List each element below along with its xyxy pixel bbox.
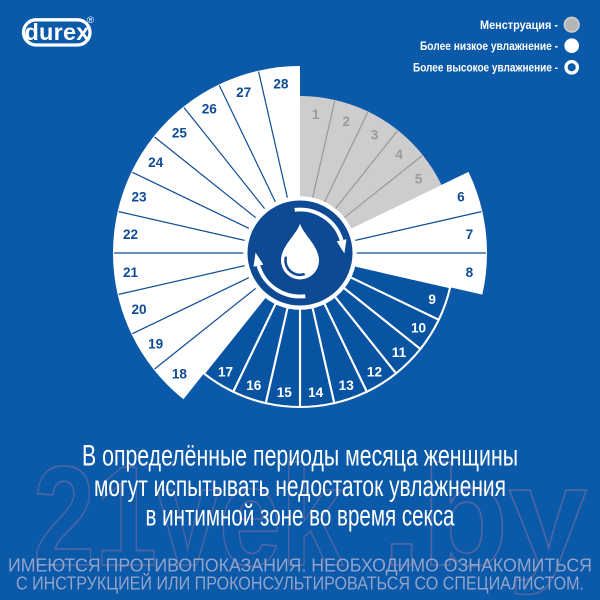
- svg-text:5: 5: [415, 171, 423, 186]
- svg-text:Более низкое увлажнение -: Более низкое увлажнение -: [420, 39, 558, 53]
- svg-text:durex: durex: [25, 19, 90, 45]
- svg-text:В определённые периоды месяца: В определённые периоды месяца женщины: [82, 440, 518, 473]
- svg-text:®: ®: [87, 15, 94, 26]
- svg-text:17: 17: [218, 364, 233, 379]
- svg-text:12: 12: [367, 364, 383, 379]
- svg-text:25: 25: [172, 125, 188, 140]
- svg-text:22: 22: [123, 227, 139, 242]
- svg-text:24: 24: [148, 155, 164, 170]
- svg-text:16: 16: [246, 378, 262, 393]
- svg-text:9: 9: [428, 292, 436, 307]
- svg-text:21vek: 21vek: [33, 437, 344, 596]
- svg-text:2: 2: [342, 114, 350, 129]
- svg-text:7: 7: [466, 227, 474, 242]
- svg-text:Менструация -: Менструация -: [480, 18, 558, 32]
- svg-text:3: 3: [371, 127, 379, 142]
- svg-text:6: 6: [457, 190, 465, 205]
- svg-text:С ИНСТРУКЦИЕЙ ИЛИ ПРОКОНСУЛЬТИ: С ИНСТРУКЦИЕЙ ИЛИ ПРОКОНСУЛЬТИРОВАТЬСЯ С…: [16, 573, 584, 594]
- svg-text:15: 15: [277, 385, 293, 400]
- svg-text:27: 27: [236, 85, 251, 100]
- svg-text:могут испытывать недостаток ув: могут испытывать недостаток увлажнения: [94, 470, 506, 503]
- svg-text:1: 1: [312, 107, 320, 122]
- svg-text:в интимной зоне во время секса: в интимной зоне во время секса: [146, 500, 455, 533]
- svg-text:14: 14: [308, 385, 324, 400]
- svg-text:8: 8: [466, 265, 474, 280]
- svg-text:Более высокое увлажнение -: Более высокое увлажнение -: [413, 61, 558, 75]
- svg-text:19: 19: [148, 337, 164, 352]
- svg-text:13: 13: [339, 378, 355, 393]
- svg-text:23: 23: [132, 190, 148, 205]
- svg-text:ИМЕЮТСЯ ПРОТИВОПОКАЗАНИЯ. НЕОБ: ИМЕЮТСЯ ПРОТИВОПОКАЗАНИЯ. НЕОБХОДИМО ОЗН…: [8, 555, 592, 576]
- svg-text:21: 21: [123, 265, 139, 280]
- svg-text:28: 28: [273, 76, 289, 91]
- svg-text:4: 4: [395, 147, 403, 162]
- svg-text:26: 26: [202, 102, 218, 117]
- svg-text:18: 18: [172, 366, 188, 381]
- svg-text:20: 20: [132, 302, 147, 317]
- svg-text:11: 11: [392, 345, 407, 360]
- svg-text:.by: .by: [382, 437, 587, 596]
- svg-text:10: 10: [411, 320, 426, 335]
